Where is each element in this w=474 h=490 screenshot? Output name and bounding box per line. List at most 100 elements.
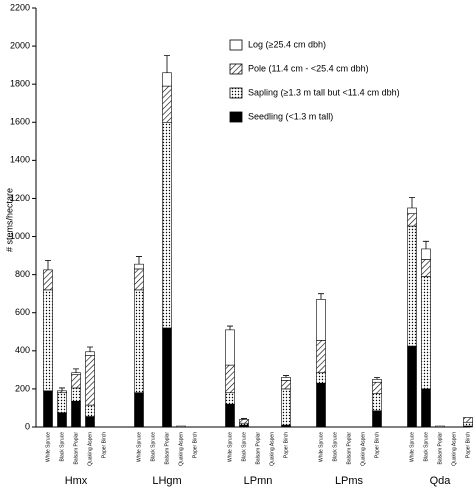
- x-tick-label: White Spruce: [136, 432, 142, 462]
- error-bar: [164, 55, 170, 73]
- x-tick-label: Balsam Poplar: [73, 432, 79, 465]
- x-tick-label: Balsam Poplar: [164, 432, 170, 465]
- bar-segment: [162, 121, 172, 329]
- bar-segment: [407, 345, 417, 428]
- x-tick-label: White Spruce: [227, 432, 233, 462]
- bar-segment: [85, 355, 95, 406]
- bar-segment: [463, 417, 473, 423]
- x-tick-label: Black Spruce: [150, 432, 156, 462]
- y-tick-label: 200: [15, 383, 30, 393]
- error-bar: [73, 368, 79, 373]
- error-bar: [423, 240, 429, 249]
- bar-segment: [316, 382, 326, 428]
- bar-segment: [421, 248, 431, 260]
- bar-segment: [421, 259, 431, 277]
- bar-segment: [421, 388, 431, 428]
- x-tick-label: White Spruce: [45, 432, 51, 462]
- x-tick-label: Quaking Aspen: [269, 432, 275, 466]
- y-tick-label: 1800: [10, 79, 30, 89]
- x-tick-label: Quaking Aspen: [87, 432, 93, 466]
- x-tick-label: Black Spruce: [59, 432, 65, 462]
- y-tick-label: 2200: [10, 2, 30, 12]
- bar-segment: [134, 289, 144, 394]
- y-tick-label: 2000: [10, 40, 30, 50]
- group-label: Hmx: [65, 475, 88, 487]
- bar-segment: [372, 379, 382, 383]
- bar-segment: [225, 329, 235, 366]
- legend-swatch: [229, 63, 243, 75]
- y-tick-label: 1600: [10, 117, 30, 127]
- bar-segment: [85, 404, 95, 417]
- x-tick-label: Paper Birch: [101, 432, 107, 458]
- group-label: LPmn: [244, 475, 273, 487]
- bar-segment: [71, 400, 81, 428]
- x-tick-label: Paper Birch: [374, 432, 380, 458]
- group-label: LHgm: [152, 475, 181, 487]
- bar-segment: [225, 403, 235, 428]
- bar-segment: [407, 213, 417, 227]
- y-tick-label: 0: [25, 421, 30, 431]
- bar-segment: [162, 327, 172, 428]
- legend-swatch: [229, 39, 243, 51]
- bar-segment: [372, 410, 382, 428]
- bar-segment: [57, 392, 67, 414]
- bar-segment: [316, 299, 326, 341]
- bar-segment: [43, 269, 53, 291]
- bar-segment: [281, 377, 291, 381]
- bar-segment: [85, 351, 95, 356]
- group-label: Qda: [430, 475, 452, 487]
- bar-segment: [57, 390, 67, 394]
- error-bar: [409, 197, 415, 208]
- bar-segment: [421, 276, 431, 390]
- x-tick-label: Paper Birch: [283, 432, 289, 458]
- error-bar: [318, 293, 324, 300]
- x-tick-label: White Spruce: [318, 432, 324, 462]
- x-tick-label: Balsam Poplar: [255, 432, 261, 465]
- y-tick-label: 1200: [10, 193, 30, 203]
- bar-segment: [281, 380, 291, 390]
- bar-segment: [176, 425, 186, 428]
- bar-segment: [239, 419, 249, 424]
- error-bar: [283, 375, 289, 378]
- x-tick-label: Balsam Poplar: [346, 432, 352, 465]
- error-bar: [59, 387, 65, 391]
- x-tick-label: Paper Birch: [192, 432, 198, 458]
- x-tick-label: Black Spruce: [332, 432, 338, 462]
- legend-label: Seedling (<1.3 m tall): [248, 111, 333, 121]
- x-tick-label: Paper Birch: [465, 432, 471, 458]
- bar-segment: [85, 416, 95, 428]
- legend-label: Sapling (≥1.3 m tall but <11.4 cm dbh): [248, 87, 400, 97]
- bar-segment: [435, 425, 445, 428]
- error-bar: [87, 346, 93, 352]
- bar-segment: [225, 392, 235, 405]
- bar-segment: [407, 225, 417, 347]
- bar-segment: [43, 390, 53, 428]
- bar-segment: [71, 374, 81, 389]
- x-tick-label: Quaking Aspen: [178, 432, 184, 466]
- legend: [225, 33, 421, 151]
- bar-segment: [71, 387, 81, 402]
- x-tick-label: Balsam Poplar: [437, 432, 443, 465]
- legend-label: Pole (11.4 cm - <25.4 cm dbh): [248, 63, 369, 73]
- bar-segment: [43, 289, 53, 392]
- bar-segment: [162, 72, 172, 87]
- x-tick-label: Black Spruce: [423, 432, 429, 462]
- y-tick-label: 800: [15, 269, 30, 279]
- legend-label: Log (≥25.4 cm dbh): [248, 39, 326, 49]
- y-tick-label: 1000: [10, 231, 30, 241]
- x-tick-label: Quaking Aspen: [451, 432, 457, 466]
- bar-segment: [71, 372, 81, 375]
- y-tick-label: 1400: [10, 155, 30, 165]
- group-label: LPms: [335, 475, 364, 487]
- bar-segment: [372, 393, 382, 412]
- bar-segment: [407, 207, 417, 214]
- error-bar: [241, 418, 247, 420]
- y-axis-label: # stems/hectare: [4, 188, 14, 252]
- y-tick-label: 600: [15, 307, 30, 317]
- bar-segment: [134, 392, 144, 428]
- x-tick-label: White Spruce: [409, 432, 415, 462]
- error-bar: [374, 377, 380, 380]
- bar-segment: [372, 381, 382, 394]
- bar-segment: [463, 421, 473, 427]
